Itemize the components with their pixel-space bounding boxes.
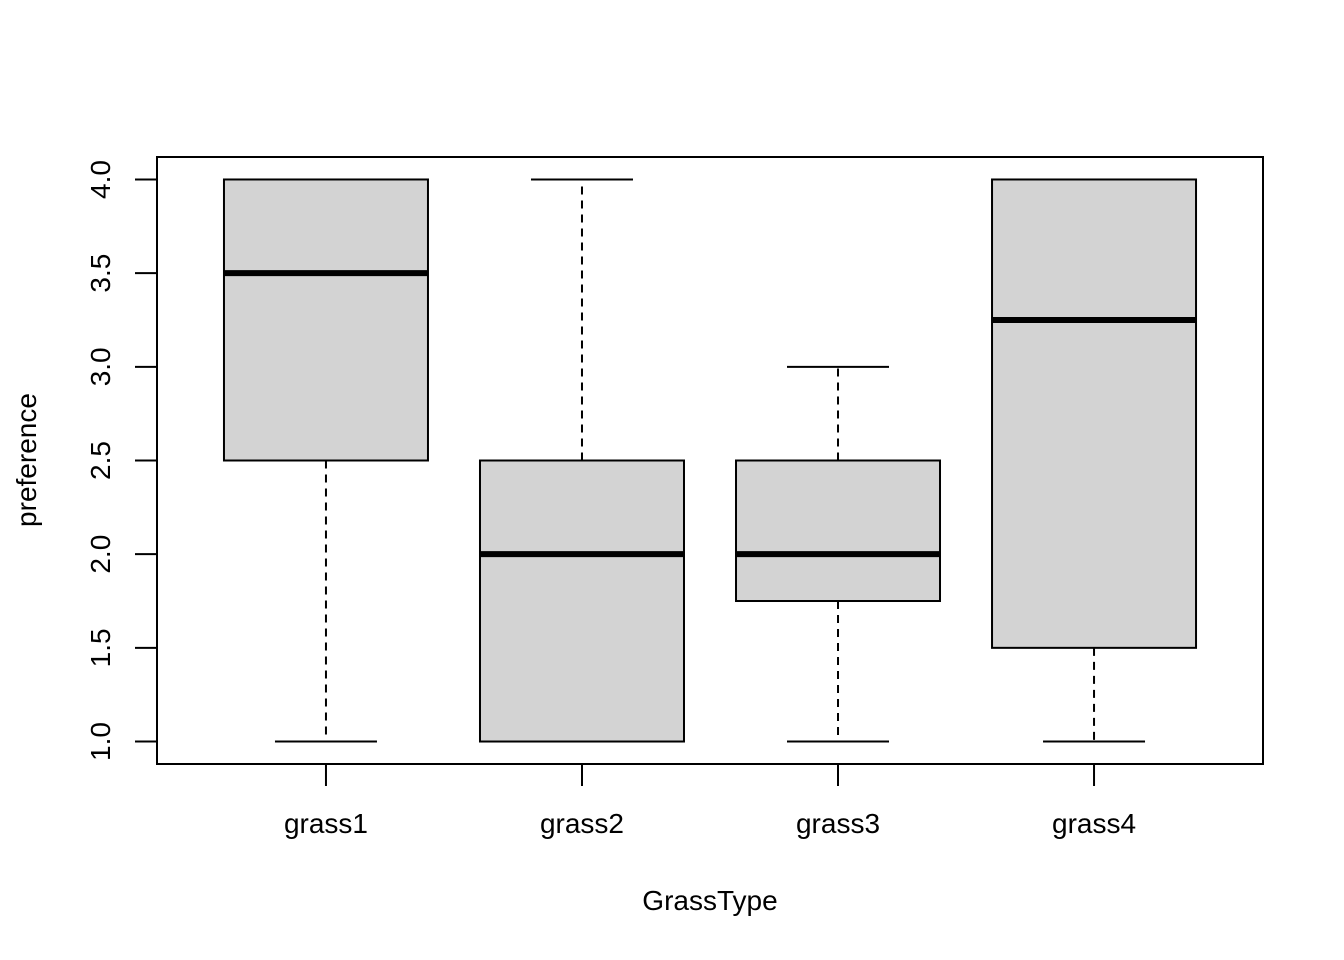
boxes-layer — [222, 178, 1198, 743]
box-grass2 — [478, 178, 685, 743]
iqr-box — [735, 459, 942, 603]
y-axis-title: preference — [11, 393, 42, 527]
box-grass1 — [222, 178, 429, 743]
y-tick-label: 2.5 — [85, 441, 116, 480]
y-tick-label: 1.5 — [85, 628, 116, 667]
box-grass4 — [991, 178, 1198, 743]
x-tick-label: grass1 — [284, 808, 368, 839]
x-axis: grass1 grass2 grass3 grass4 — [284, 763, 1136, 839]
x-tick-label: grass3 — [796, 808, 880, 839]
y-tick-label: 1.0 — [85, 722, 116, 761]
y-tick-label: 2.0 — [85, 535, 116, 574]
y-axis: 1.0 1.5 2.0 2.5 3.0 3.5 4.0 — [85, 160, 158, 761]
iqr-box — [222, 178, 429, 462]
iqr-box — [478, 459, 685, 743]
box-grass3 — [735, 365, 942, 743]
x-tick-label: grass4 — [1052, 808, 1136, 839]
x-axis-title: GrassType — [642, 885, 777, 916]
y-tick-label: 3.0 — [85, 347, 116, 386]
y-tick-label: 4.0 — [85, 160, 116, 199]
x-tick-label: grass2 — [540, 808, 624, 839]
y-tick-label: 3.5 — [85, 254, 116, 293]
iqr-box — [991, 178, 1198, 649]
